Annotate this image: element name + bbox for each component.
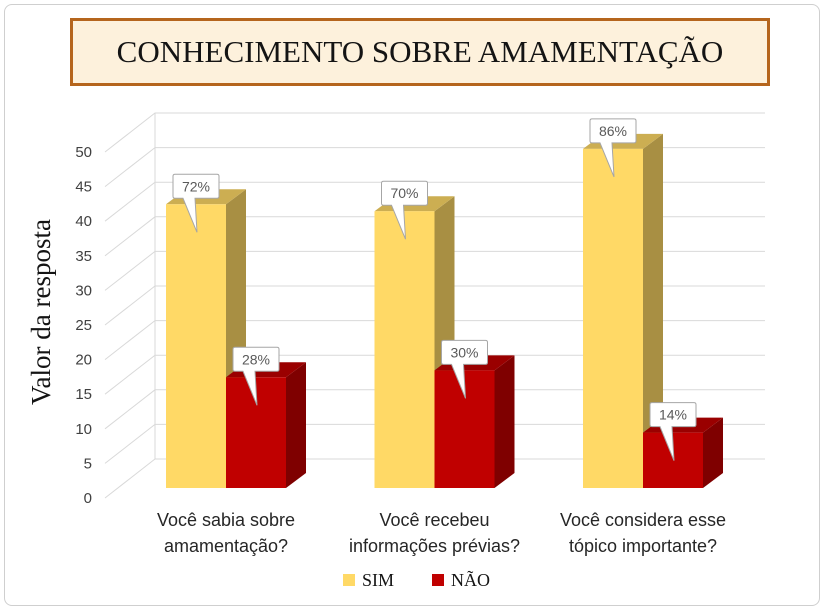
data-label-text: 70% <box>390 185 418 201</box>
y-tick-label: 50 <box>75 144 92 161</box>
data-label-text: 86% <box>599 123 627 139</box>
bar-front-face <box>166 204 226 488</box>
data-label-sim-0: 72% <box>172 173 220 233</box>
data-label-nao-1: 30% <box>441 339 488 399</box>
y-tick-label: 40 <box>75 213 92 230</box>
bar-front-face <box>583 148 643 489</box>
y-tick-label: 0 <box>84 490 92 507</box>
y-axis-label: Valor da resposta <box>26 219 56 405</box>
data-label-nao-0: 28% <box>232 346 280 406</box>
data-label-sim-2: 86% <box>589 118 637 178</box>
bar-side-face <box>703 417 723 488</box>
chart-title-box: CONHECIMENTO SOBRE AMAMENTAÇÃO <box>70 18 770 86</box>
y-tick-label: 10 <box>75 421 92 438</box>
data-label-text: 14% <box>659 407 687 423</box>
legend-label-sim: SIM <box>362 569 395 590</box>
bar-side-face <box>643 133 663 489</box>
bar-nao-0 <box>226 362 306 488</box>
data-label-nao-2: 14% <box>649 402 697 461</box>
y-tick-label: 25 <box>75 317 92 334</box>
data-label-callout <box>649 402 697 461</box>
legend-swatch-sim <box>343 574 355 586</box>
gridlines <box>104 112 765 499</box>
bar-nao-1 <box>434 355 515 488</box>
legend-swatch-nao <box>432 574 444 586</box>
figure-frame <box>4 4 820 606</box>
bar-front-face <box>374 211 435 488</box>
data-label-text: 28% <box>242 351 270 367</box>
x-category-label: Você sabia sobre amamentação? <box>156 510 296 556</box>
data-label-callout <box>172 173 220 233</box>
bar-side-face <box>494 355 515 488</box>
data-labels: 72% 28% 70% 30% 86% 14% <box>172 118 697 461</box>
data-label-callout <box>381 180 428 240</box>
y-tick-label: 35 <box>75 248 92 265</box>
gridline <box>104 112 765 153</box>
data-label-callout <box>232 346 280 406</box>
legend-item-sim: SIM <box>343 569 394 591</box>
y-tick-label: 15 <box>75 386 92 403</box>
bar-nao-2 <box>643 417 723 488</box>
x-category-label: Você considera esse tópico importante? <box>559 510 727 556</box>
y-tick-label: 45 <box>75 179 92 196</box>
bar-side-face <box>286 362 306 488</box>
data-label-callout <box>441 339 488 399</box>
data-label-text: 72% <box>182 178 210 194</box>
data-label-text: 30% <box>450 344 478 360</box>
legend-item-nao: NÃO <box>432 569 490 591</box>
data-label-callout <box>589 118 637 178</box>
x-category-label: Você recebeu informações prévias? <box>348 510 521 556</box>
data-label-sim-1: 70% <box>381 180 428 240</box>
y-tick-label: 5 <box>84 455 92 472</box>
y-tick-label: 30 <box>75 282 92 299</box>
legend-label-nao: NÃO <box>451 569 490 590</box>
bars <box>166 133 723 489</box>
chart-title: CONHECIMENTO SOBRE AMAMENTAÇÃO <box>116 34 724 69</box>
y-tick-label: 20 <box>75 352 92 369</box>
